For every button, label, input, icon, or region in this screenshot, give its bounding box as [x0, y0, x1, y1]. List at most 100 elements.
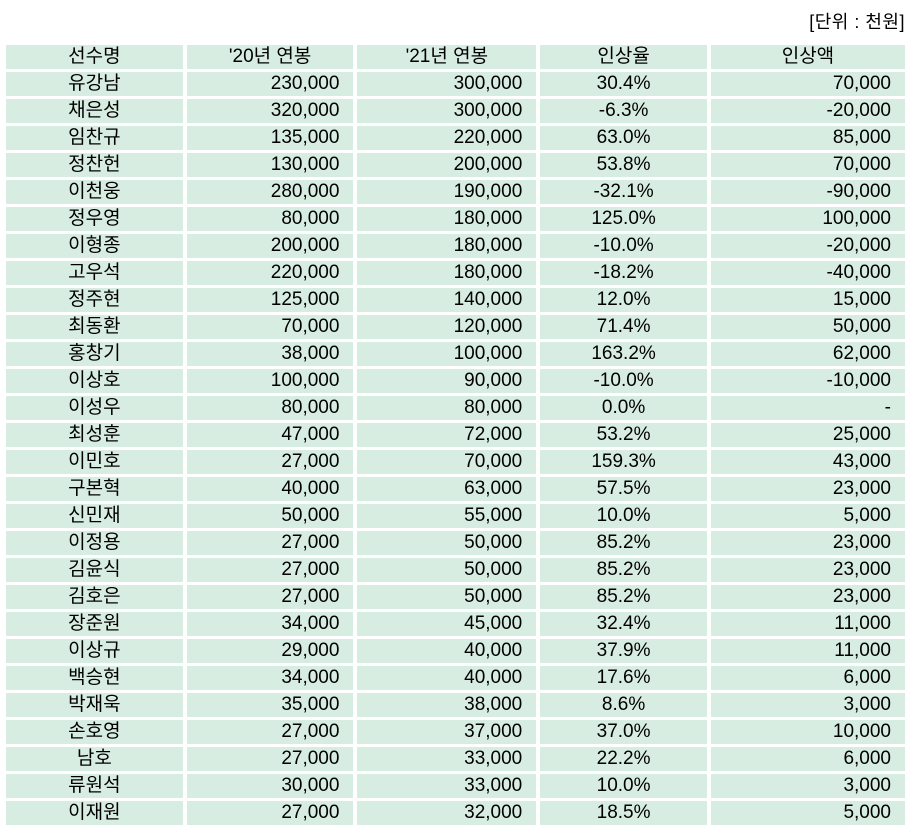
cell-amount: 23,000 [710, 558, 905, 582]
cell-name: 류원석 [6, 774, 183, 798]
cell-name: 손호영 [6, 720, 183, 744]
cell-rate: 18.5% [540, 801, 707, 825]
cell-name: 이상호 [6, 369, 183, 393]
cell-salary-2021: 90,000 [357, 369, 537, 393]
cell-amount: 70,000 [710, 72, 905, 96]
table-row: 이형종 200,000 180,000 -10.0% -20,000 [6, 234, 905, 258]
cell-name: 임찬규 [6, 126, 183, 150]
cell-name: 김윤식 [6, 558, 183, 582]
table-row: 임찬규 135,000 220,000 63.0% 85,000 [6, 126, 905, 150]
cell-salary-2020: 27,000 [186, 801, 354, 825]
cell-name: 이성우 [6, 396, 183, 420]
cell-rate: 12.0% [540, 288, 707, 312]
cell-salary-2021: 50,000 [357, 558, 537, 582]
salary-table: 선수명 '20년 연봉 '21년 연봉 인상율 인상액 유강남 230,000 30… [2, 42, 909, 828]
cell-rate: 17.6% [540, 666, 707, 690]
cell-rate: -6.3% [540, 99, 707, 123]
table-row: 채은성 320,000 300,000 -6.3% -20,000 [6, 99, 905, 123]
cell-salary-2020: 27,000 [186, 531, 354, 555]
cell-rate: 10.0% [540, 774, 707, 798]
cell-salary-2021: 70,000 [357, 450, 537, 474]
cell-rate: 8.6% [540, 693, 707, 717]
cell-salary-2020: 70,000 [186, 315, 354, 339]
table-row: 유강남 230,000 300,000 30.4% 70,000 [6, 72, 905, 96]
cell-name: 남호 [6, 747, 183, 771]
cell-rate: 30.4% [540, 72, 707, 96]
table-row: 최성훈 47,000 72,000 53.2% 25,000 [6, 423, 905, 447]
cell-amount: 50,000 [710, 315, 905, 339]
column-header-salary-2021: '21년 연봉 [357, 45, 537, 69]
cell-amount: -20,000 [710, 99, 905, 123]
cell-name: 최성훈 [6, 423, 183, 447]
cell-salary-2020: 29,000 [186, 639, 354, 663]
cell-salary-2020: 35,000 [186, 693, 354, 717]
cell-amount: 3,000 [710, 774, 905, 798]
table-row: 이성우 80,000 80,000 0.0% - [6, 396, 905, 420]
cell-amount: 85,000 [710, 126, 905, 150]
cell-salary-2020: 80,000 [186, 396, 354, 420]
table-row: 김호은 27,000 50,000 85.2% 23,000 [6, 585, 905, 609]
cell-salary-2020: 50,000 [186, 504, 354, 528]
cell-salary-2021: 300,000 [357, 72, 537, 96]
cell-salary-2021: 180,000 [357, 207, 537, 231]
column-header-salary-2020: '20년 연봉 [186, 45, 354, 69]
table-row: 신민재 50,000 55,000 10.0% 5,000 [6, 504, 905, 528]
cell-amount: 70,000 [710, 153, 905, 177]
cell-salary-2020: 27,000 [186, 720, 354, 744]
cell-salary-2021: 100,000 [357, 342, 537, 366]
table-row: 이민호 27,000 70,000 159.3% 43,000 [6, 450, 905, 474]
cell-salary-2021: 300,000 [357, 99, 537, 123]
cell-amount: 100,000 [710, 207, 905, 231]
cell-rate: -10.0% [540, 369, 707, 393]
cell-salary-2020: 34,000 [186, 666, 354, 690]
cell-name: 이형종 [6, 234, 183, 258]
cell-rate: 0.0% [540, 396, 707, 420]
cell-salary-2021: 72,000 [357, 423, 537, 447]
cell-salary-2021: 80,000 [357, 396, 537, 420]
cell-amount: -90,000 [710, 180, 905, 204]
cell-salary-2021: 40,000 [357, 666, 537, 690]
cell-rate: 53.2% [540, 423, 707, 447]
cell-amount: 3,000 [710, 693, 905, 717]
column-header-amount: 인상액 [710, 45, 905, 69]
cell-name: 이정용 [6, 531, 183, 555]
cell-name: 백승현 [6, 666, 183, 690]
cell-name: 고우석 [6, 261, 183, 285]
table-row: 이정용 27,000 50,000 85.2% 23,000 [6, 531, 905, 555]
cell-rate: -18.2% [540, 261, 707, 285]
cell-name: 이상규 [6, 639, 183, 663]
cell-name: 박재욱 [6, 693, 183, 717]
cell-salary-2021: 190,000 [357, 180, 537, 204]
cell-salary-2020: 34,000 [186, 612, 354, 636]
cell-name: 홍창기 [6, 342, 183, 366]
table-row: 이상호 100,000 90,000 -10.0% -10,000 [6, 369, 905, 393]
cell-salary-2021: 40,000 [357, 639, 537, 663]
cell-rate: 85.2% [540, 558, 707, 582]
cell-salary-2020: 27,000 [186, 558, 354, 582]
cell-salary-2020: 125,000 [186, 288, 354, 312]
cell-salary-2021: 33,000 [357, 774, 537, 798]
cell-amount: 6,000 [710, 747, 905, 771]
cell-name: 채은성 [6, 99, 183, 123]
cell-name: 장준원 [6, 612, 183, 636]
cell-salary-2020: 40,000 [186, 477, 354, 501]
cell-salary-2021: 220,000 [357, 126, 537, 150]
cell-rate: 71.4% [540, 315, 707, 339]
table-row: 구본혁 40,000 63,000 57.5% 23,000 [6, 477, 905, 501]
cell-amount: 62,000 [710, 342, 905, 366]
cell-rate: 163.2% [540, 342, 707, 366]
cell-name: 정우영 [6, 207, 183, 231]
cell-rate: 37.9% [540, 639, 707, 663]
cell-rate: 37.0% [540, 720, 707, 744]
table-row: 최동환 70,000 120,000 71.4% 50,000 [6, 315, 905, 339]
table-row: 백승현 34,000 40,000 17.6% 6,000 [6, 666, 905, 690]
cell-salary-2020: 27,000 [186, 585, 354, 609]
table-row: 김윤식 27,000 50,000 85.2% 23,000 [6, 558, 905, 582]
table-row: 이천웅 280,000 190,000 -32.1% -90,000 [6, 180, 905, 204]
cell-rate: 125.0% [540, 207, 707, 231]
cell-salary-2021: 45,000 [357, 612, 537, 636]
table-body: 유강남 230,000 300,000 30.4% 70,000 채은성 320,000 30… [6, 72, 905, 825]
table-row: 손호영 27,000 37,000 37.0% 10,000 [6, 720, 905, 744]
table-row: 이상규 29,000 40,000 37.9% 11,000 [6, 639, 905, 663]
cell-amount: 6,000 [710, 666, 905, 690]
